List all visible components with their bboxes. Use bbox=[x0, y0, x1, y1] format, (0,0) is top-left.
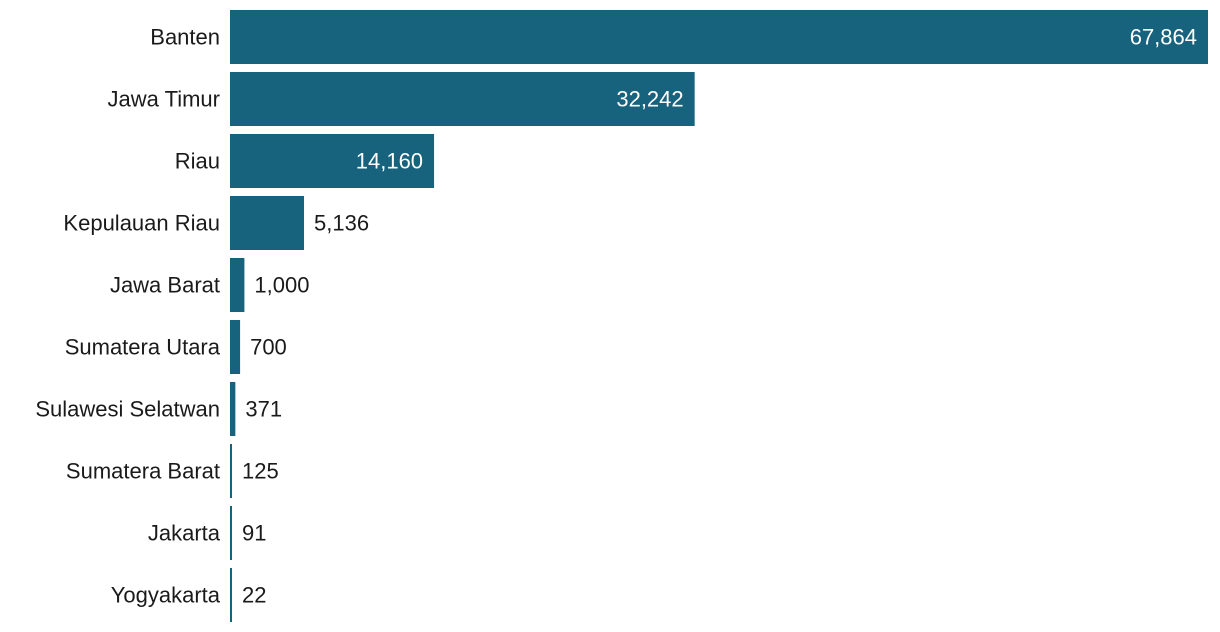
category-label: Sumatera Utara bbox=[65, 335, 221, 360]
value-label: 32,242 bbox=[616, 87, 683, 112]
value-label: 14,160 bbox=[356, 149, 423, 174]
bar-sumatera-barat bbox=[230, 444, 232, 498]
bar-kepulauan-riau bbox=[230, 196, 305, 250]
bar-yogyakarta bbox=[230, 568, 232, 622]
category-label: Kepulauan Riau bbox=[63, 211, 220, 236]
bars-layer bbox=[230, 10, 1208, 622]
value-label: 67,864 bbox=[1130, 25, 1197, 50]
value-label: 1,000 bbox=[254, 273, 309, 298]
category-label: Yogyakarta bbox=[111, 583, 221, 608]
bar-jakarta bbox=[230, 506, 232, 560]
value-label: 22 bbox=[242, 583, 266, 608]
category-label: Sumatera Barat bbox=[66, 459, 220, 484]
bar-riau bbox=[230, 134, 435, 188]
category-labels: Banten Jawa Timur Riau Kepulauan Riau Jawa B… bbox=[35, 25, 220, 608]
bar-sumatera-utara bbox=[230, 320, 241, 374]
value-label: 91 bbox=[242, 521, 266, 546]
value-labels: 67,864 32,242 14,160 5,136 1,000 700 371 125 91 2… bbox=[242, 25, 1197, 608]
value-label: 700 bbox=[250, 335, 287, 360]
bar-sulawesi-selatwan bbox=[230, 382, 236, 436]
category-label: Banten bbox=[150, 25, 220, 50]
bar-jawa-barat bbox=[230, 258, 245, 312]
value-label: 371 bbox=[245, 397, 282, 422]
value-label: 5,136 bbox=[314, 211, 369, 236]
value-label: 125 bbox=[242, 459, 279, 484]
bar-banten bbox=[230, 10, 1208, 64]
category-label: Jakarta bbox=[148, 521, 221, 546]
bar-jawa-timur bbox=[230, 72, 695, 126]
category-label: Sulawesi Selatwan bbox=[35, 397, 220, 422]
category-label: Jawa Barat bbox=[110, 273, 220, 298]
category-label: Riau bbox=[175, 149, 220, 174]
category-label: Jawa Timur bbox=[108, 87, 220, 112]
